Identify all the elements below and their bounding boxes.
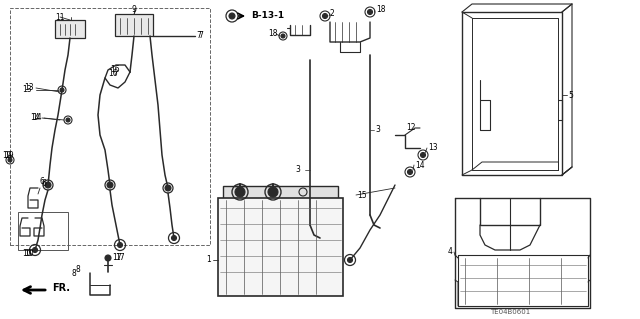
Text: 13: 13: [22, 85, 31, 94]
Text: 10: 10: [22, 249, 31, 258]
Circle shape: [235, 187, 245, 197]
Text: 7: 7: [198, 31, 203, 40]
Circle shape: [229, 13, 235, 19]
Bar: [115, 14, 153, 36]
Text: 4: 4: [448, 248, 453, 256]
Text: 19: 19: [4, 151, 13, 160]
Text: 6: 6: [42, 179, 47, 188]
Text: 3: 3: [295, 166, 300, 174]
Text: 13: 13: [24, 84, 34, 93]
Text: 14: 14: [32, 114, 42, 122]
Text: 7: 7: [196, 32, 201, 41]
Text: 3: 3: [375, 125, 380, 135]
Text: 12: 12: [406, 123, 415, 132]
Text: 14: 14: [30, 114, 40, 122]
Text: 18: 18: [268, 29, 278, 39]
Circle shape: [45, 182, 51, 188]
Circle shape: [367, 10, 372, 14]
Circle shape: [420, 152, 426, 158]
Bar: [55, 20, 85, 38]
Bar: [10, 8, 210, 245]
Text: 16: 16: [108, 69, 118, 78]
Circle shape: [268, 187, 278, 197]
Text: 17: 17: [115, 254, 125, 263]
Circle shape: [165, 185, 171, 191]
Text: 15: 15: [357, 190, 367, 199]
Text: 13: 13: [428, 144, 438, 152]
Circle shape: [66, 118, 70, 122]
Text: 19: 19: [2, 151, 12, 160]
Text: 8: 8: [72, 269, 77, 278]
Text: FR.: FR.: [52, 283, 70, 293]
Circle shape: [118, 242, 122, 248]
Text: 2: 2: [330, 10, 335, 19]
Text: B-13-1: B-13-1: [251, 11, 284, 20]
Text: 1: 1: [206, 256, 211, 264]
Text: 17: 17: [112, 253, 122, 262]
Circle shape: [60, 88, 64, 92]
Text: 18: 18: [376, 5, 385, 14]
Bar: [218, 198, 343, 296]
Bar: [223, 186, 338, 200]
Text: 9: 9: [132, 5, 137, 14]
Circle shape: [8, 158, 12, 162]
Circle shape: [105, 255, 111, 261]
Bar: [18, 212, 68, 250]
Text: 14: 14: [415, 160, 424, 169]
Text: 8: 8: [75, 265, 80, 275]
Circle shape: [281, 34, 285, 38]
Circle shape: [107, 182, 113, 188]
Text: 11: 11: [55, 12, 65, 21]
Text: TE04B0601: TE04B0601: [490, 309, 531, 315]
Circle shape: [323, 13, 328, 19]
Circle shape: [33, 248, 38, 253]
Circle shape: [172, 235, 177, 241]
Text: 5: 5: [568, 91, 573, 100]
Circle shape: [348, 257, 353, 263]
Text: 6: 6: [40, 177, 45, 187]
Text: 10: 10: [24, 249, 34, 258]
Text: 16: 16: [110, 65, 120, 75]
Circle shape: [408, 169, 413, 174]
